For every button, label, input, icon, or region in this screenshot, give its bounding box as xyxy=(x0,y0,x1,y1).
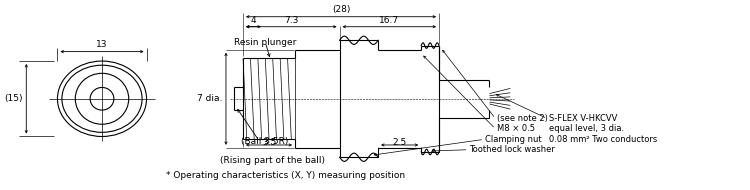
Text: 4: 4 xyxy=(251,16,257,25)
Text: (Ball 3.5R): (Ball 3.5R) xyxy=(241,137,288,146)
Text: (see note 2): (see note 2) xyxy=(497,114,548,123)
Text: Resin plunger: Resin plunger xyxy=(234,38,296,47)
Text: S-FLEX V-HKCVV: S-FLEX V-HKCVV xyxy=(549,114,617,123)
Text: M8 × 0.5: M8 × 0.5 xyxy=(497,124,535,133)
Text: (Rising part of the ball): (Rising part of the ball) xyxy=(220,156,326,165)
Text: 0.08 mm² Two conductors: 0.08 mm² Two conductors xyxy=(549,135,657,144)
Text: Toothed lock washer: Toothed lock washer xyxy=(469,145,554,154)
Text: * Operating characteristics (X, Y) measuring position: * Operating characteristics (X, Y) measu… xyxy=(166,171,405,180)
Text: Clamping nut: Clamping nut xyxy=(485,135,542,144)
Text: 7.3: 7.3 xyxy=(284,16,298,25)
Text: (15): (15) xyxy=(4,94,22,103)
Text: equal level, 3 dia.: equal level, 3 dia. xyxy=(549,124,624,133)
Text: 13: 13 xyxy=(96,40,108,49)
Text: 16.7: 16.7 xyxy=(380,16,399,25)
Text: 2.5: 2.5 xyxy=(392,138,406,147)
Text: 3.5: 3.5 xyxy=(262,138,276,147)
Text: (28): (28) xyxy=(332,5,350,14)
Text: 7 dia.: 7 dia. xyxy=(197,94,222,103)
